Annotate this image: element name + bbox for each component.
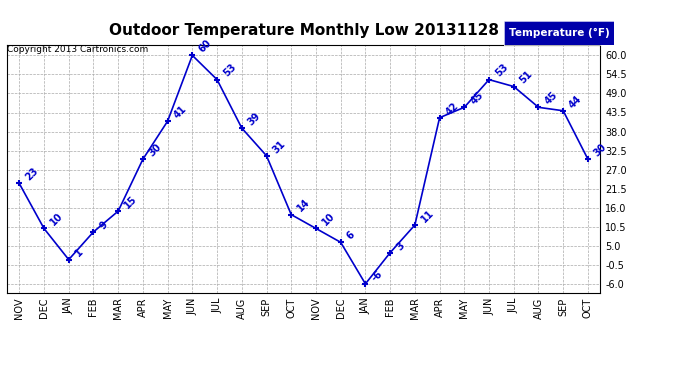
Text: 51: 51 bbox=[518, 69, 535, 86]
Text: 60: 60 bbox=[197, 38, 213, 55]
Text: -6: -6 bbox=[370, 268, 384, 283]
Text: 45: 45 bbox=[469, 90, 485, 106]
Text: 39: 39 bbox=[246, 111, 263, 127]
Text: 11: 11 bbox=[419, 208, 435, 224]
Text: 53: 53 bbox=[221, 62, 238, 79]
Text: 3: 3 bbox=[394, 240, 406, 252]
Text: 30: 30 bbox=[147, 142, 164, 159]
Text: 14: 14 bbox=[295, 197, 312, 214]
Text: 10: 10 bbox=[320, 211, 337, 228]
Text: 9: 9 bbox=[97, 219, 110, 231]
Text: Temperature (°F): Temperature (°F) bbox=[509, 28, 609, 38]
Text: 41: 41 bbox=[172, 104, 188, 120]
Text: 6: 6 bbox=[345, 230, 357, 242]
Text: Copyright 2013 Cartronics.com: Copyright 2013 Cartronics.com bbox=[7, 45, 148, 54]
Text: 45: 45 bbox=[542, 90, 560, 106]
Text: Outdoor Temperature Monthly Low 20131128: Outdoor Temperature Monthly Low 20131128 bbox=[108, 22, 499, 38]
Text: 1: 1 bbox=[73, 247, 85, 259]
Text: 23: 23 bbox=[23, 166, 40, 183]
Text: 31: 31 bbox=[270, 138, 287, 155]
Text: 42: 42 bbox=[444, 100, 460, 117]
Text: 15: 15 bbox=[122, 194, 139, 210]
Text: 44: 44 bbox=[567, 93, 584, 110]
Text: 10: 10 bbox=[48, 211, 65, 228]
Text: 53: 53 bbox=[493, 62, 510, 79]
Text: 30: 30 bbox=[592, 142, 609, 159]
